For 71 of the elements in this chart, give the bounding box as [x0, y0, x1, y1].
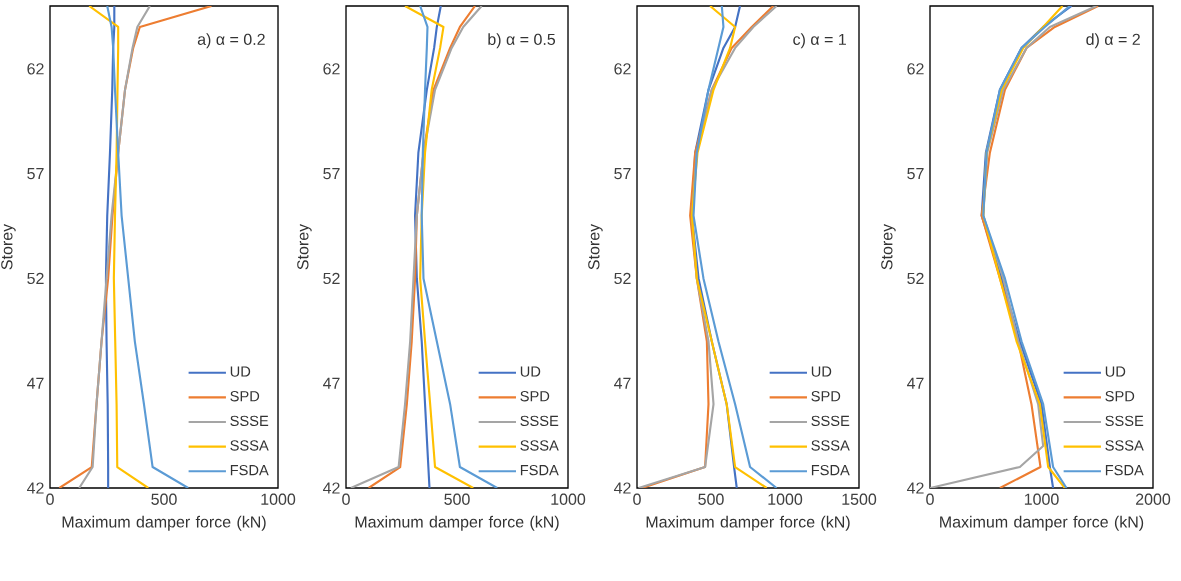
annotation: a) α = 0.2: [197, 33, 265, 49]
legend-label: SPD: [811, 391, 841, 402]
x-axis-title: Maximum damper force (kN): [355, 515, 559, 531]
legend-label: FSDA: [811, 464, 850, 476]
y-tick-label: 57: [27, 168, 44, 180]
y-tick-label: 47: [26, 377, 44, 389]
y-tick-label: 47: [322, 377, 340, 389]
legend-label: SPD: [520, 391, 550, 402]
x-tick-label: 500: [444, 493, 470, 505]
y-axis-title: Storey: [1, 223, 16, 270]
y-tick-label: 52: [323, 272, 340, 285]
legend-label: FSDA: [1105, 464, 1144, 476]
y-tick-label: 42: [322, 482, 340, 494]
annotation: b) α = 0.5: [488, 33, 556, 49]
legend-label: SSSA: [230, 440, 269, 451]
legend-label: UD: [520, 366, 541, 377]
annotation: c) α = 1: [793, 33, 846, 49]
y-tick-label: 62: [614, 63, 631, 75]
legend-label: SSSA: [811, 440, 850, 451]
y-tick-label: 42: [26, 482, 44, 494]
legend-label: SSSA: [1105, 440, 1144, 451]
annotation: d) α = 2: [1086, 33, 1140, 49]
legend-label: FSDA: [230, 464, 269, 476]
x-tick-label: 2000: [1136, 493, 1171, 505]
y-tick-label: 52: [907, 272, 924, 285]
x-axis-title: Maximum damper force (kN): [940, 515, 1144, 531]
y-tick-label: 62: [323, 63, 340, 75]
x-axis-title: Maximum damper force (kN): [646, 515, 850, 531]
x-tick-label: 500: [151, 493, 177, 505]
legend-label: SSSE: [811, 415, 850, 427]
legend-label: UD: [811, 366, 832, 377]
legend-label: SSSA: [520, 440, 559, 451]
y-tick-label: 57: [323, 168, 340, 180]
x-tick-label: 0: [46, 493, 54, 505]
x-tick-label: 1500: [842, 493, 877, 505]
x-tick-label: 0: [926, 493, 934, 505]
y-tick-label: 47: [906, 377, 924, 389]
y-tick-label: 57: [614, 168, 631, 180]
y-tick-label: 52: [614, 272, 631, 285]
y-tick-label: 57: [907, 168, 924, 180]
x-axis-title: Maximum damper force (kN): [62, 515, 266, 531]
y-tick-label: 52: [27, 272, 44, 285]
legend-label: SPD: [230, 391, 260, 402]
legend-label: FSDA: [520, 464, 559, 476]
y-axis-title: Storey: [881, 223, 896, 270]
line-series: [106, 5, 190, 488]
x-tick-label: 0: [342, 493, 350, 505]
y-tick-label: 47: [613, 377, 631, 389]
line-series: [104, 5, 116, 488]
line-series: [78, 5, 151, 488]
x-tick-label: 1000: [1024, 493, 1059, 505]
x-tick-label: 1000: [551, 493, 586, 505]
line-series: [930, 5, 1098, 488]
y-tick-label: 62: [27, 63, 44, 75]
legend-label: UD: [230, 366, 251, 377]
y-axis-title: Storey: [588, 223, 603, 270]
legend-label: SSSE: [230, 415, 269, 427]
y-tick-label: 42: [613, 482, 631, 494]
x-tick-label: 1000: [768, 493, 803, 505]
x-tick-label: 500: [698, 493, 724, 505]
y-tick-label: 42: [906, 482, 924, 494]
legend-label: UD: [1105, 366, 1126, 377]
line-series: [88, 5, 150, 488]
line-series: [403, 5, 475, 488]
legend-label: SSSE: [520, 415, 559, 427]
x-tick-label: 0: [633, 493, 641, 505]
y-axis-title: Storey: [297, 223, 312, 270]
y-tick-label: 62: [907, 63, 924, 75]
legend-label: SSSE: [1105, 415, 1144, 427]
x-tick-label: 1000: [261, 493, 296, 505]
legend-label: SPD: [1105, 391, 1135, 402]
